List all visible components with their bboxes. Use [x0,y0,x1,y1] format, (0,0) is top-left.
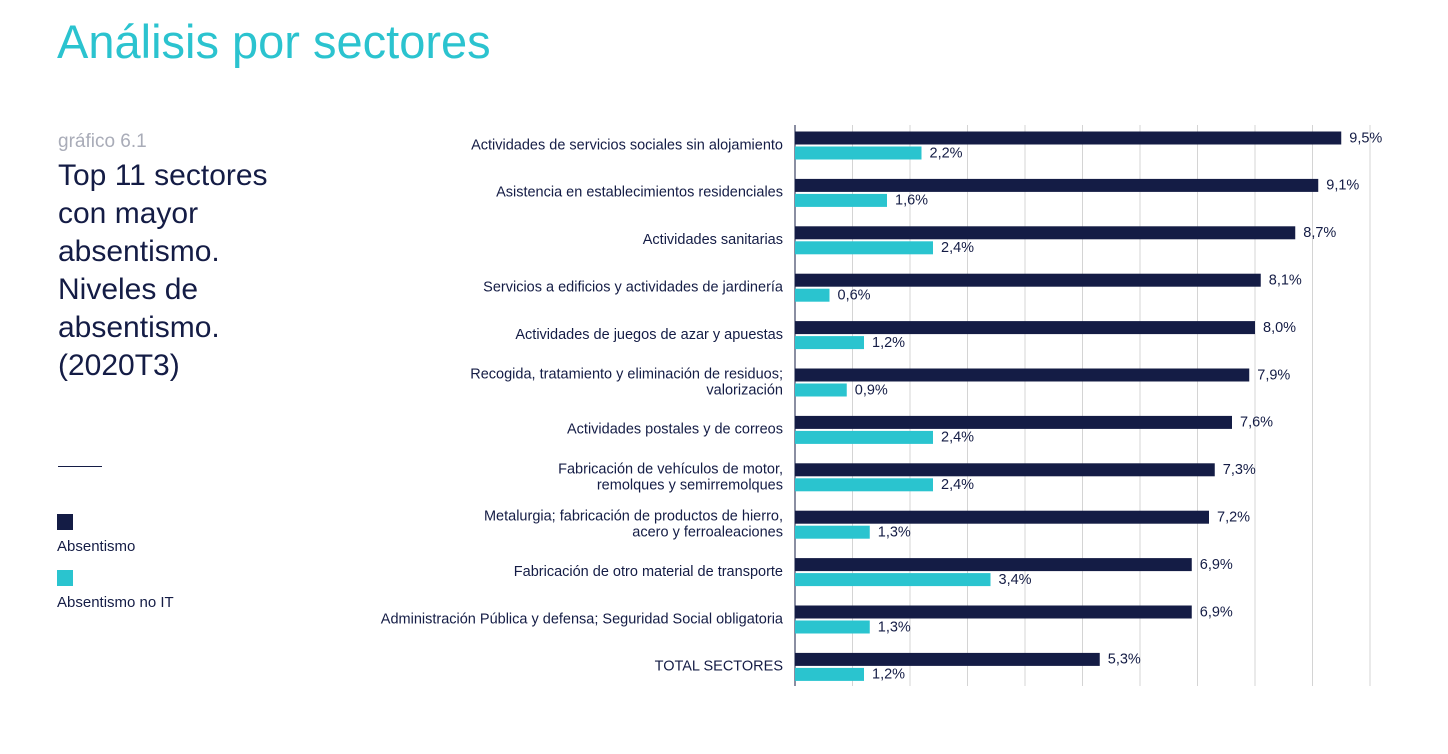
bar [795,241,933,255]
bar [795,525,870,539]
value-label: 8,1% [1269,273,1302,289]
legend-label: Absentismo no IT [57,594,174,611]
category-label: Actividades postales y de correos [567,422,783,438]
value-label: 7,6% [1240,415,1273,431]
value-label: 9,5% [1349,130,1382,146]
value-label: 1,6% [895,193,928,209]
category-label: Actividades de servicios sociales sin al… [471,137,783,153]
value-label: 5,3% [1108,652,1141,668]
value-label: 0,9% [855,382,888,398]
bar [795,288,830,302]
value-label: 7,2% [1217,510,1250,526]
legend-swatch [57,570,73,586]
value-label: 1,2% [872,667,905,683]
bar [795,652,1100,666]
bar [795,336,864,350]
value-label: 9,1% [1326,178,1359,194]
category-label: Recogida, tratamiento y eliminación de r… [470,366,783,398]
bar [795,273,1261,287]
category-label: Actividades sanitarias [643,232,783,248]
separator [58,466,102,467]
legend-item: Absentismo no IT [57,570,174,611]
category-label: Metalurgia; fabricación de productos de … [484,509,783,541]
bar [795,463,1215,477]
bar [795,415,1232,429]
value-label: 7,3% [1223,462,1256,478]
category-label: Asistencia en establecimientos residenci… [496,185,783,201]
bar [795,226,1296,240]
value-label: 8,7% [1303,225,1336,241]
bar [795,193,887,207]
bar [795,430,933,444]
value-label: 1,3% [878,619,911,635]
category-label: Servicios a edificios y actividades de j… [483,280,784,296]
value-label: 7,9% [1257,367,1290,383]
bar [795,510,1209,524]
value-label: 2,2% [930,145,963,161]
category-label: Fabricación de otro material de transpor… [514,564,783,580]
category-label: Administración Pública y defensa; Seguri… [381,611,784,627]
value-label: 2,4% [941,477,974,493]
value-label: 6,9% [1200,557,1233,573]
value-label: 1,2% [872,335,905,351]
bar [795,620,870,634]
bar [795,478,933,492]
value-label: 6,9% [1200,604,1233,620]
legend-swatch [57,514,73,530]
bar [795,667,864,681]
bar [795,131,1342,145]
category-label: Fabricación de vehículos de motor, remolq… [558,461,783,493]
value-label: 3,4% [999,572,1032,588]
chart-title: Top 11 sectores con mayor absentismo. Ni… [58,159,268,382]
bar [795,558,1192,572]
value-label: 1,3% [878,525,911,541]
category-label: TOTAL SECTORES [655,659,783,675]
bar [795,605,1192,619]
legend-label: Absentismo [57,538,136,555]
bar [795,178,1319,192]
bar [795,383,847,397]
bar [795,368,1250,382]
bar [795,573,991,587]
category-label: Actividades de juegos de azar y apuestas [515,327,783,343]
page-title: Análisis por sectores [57,15,491,68]
value-label: 2,4% [941,430,974,446]
bar [795,146,922,160]
legend-item: Absentismo [57,514,135,555]
value-label: 0,6% [838,288,871,304]
value-label: 8,0% [1263,320,1296,336]
bar [795,321,1255,335]
chart-label: gráfico 6.1 [58,131,147,152]
value-label: 2,4% [941,240,974,256]
